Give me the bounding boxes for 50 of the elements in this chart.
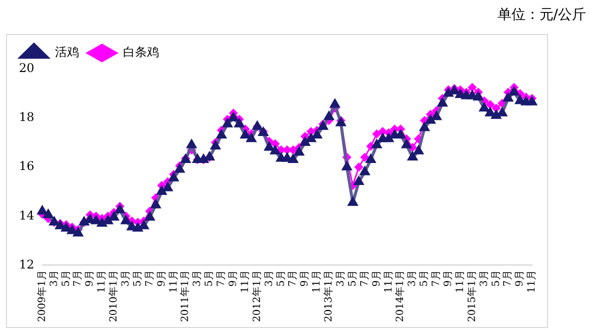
x-tick-label: 9月 [84,270,96,287]
y-tick-label: 16 [18,159,34,174]
x-tick-label: 11月 [168,270,180,293]
x-tick-label: 7月 [216,270,228,287]
x-tick-label: 11月 [96,270,108,293]
x-tick-label: 5月 [347,270,358,287]
x-tick-label: 7月 [72,270,84,287]
x-tick-label: 2015年1月 [466,270,478,322]
x-tick-label: 7月 [359,270,370,287]
legend-label: 白条鸡 [123,45,159,60]
chart-title: 单位：元/公斤 [497,6,586,24]
x-tick-label: 9月 [300,270,311,287]
x-tick-label: 3月 [478,270,490,287]
x-tick-label: 7月 [502,270,514,287]
x-tick-label: 5月 [132,270,144,287]
x-tick-label: 2013年1月 [322,270,335,322]
x-tick-label: 2009年1月 [36,270,48,322]
y-tick-label: 14 [18,208,35,222]
x-tick-label: 9月 [156,270,168,287]
x-tick-label: 2012年1月 [250,270,263,322]
y-tick-label: 18 [18,110,34,124]
legend-label: 活鸡 [55,45,79,60]
x-tick-label: 7月 [144,270,156,287]
x-tick-label: 9月 [442,270,454,287]
x-tick-label: 9月 [228,270,239,287]
x-tick-label: 9月 [371,270,382,287]
x-tick-label: 2010年1月 [108,270,120,322]
x-tick-label: 3月 [120,270,132,287]
x-tick-label: 7月 [288,270,299,287]
y-tick-label: 12 [18,257,34,272]
x-tick-label: 11月 [526,270,538,293]
x-tick-label: 2011年1月 [179,270,192,322]
x-tick-label: 9月 [514,270,526,287]
x-tick-label: 11月 [454,270,466,293]
x-tick-label: 3月 [264,270,275,287]
x-tick-label: 3月 [335,270,346,287]
x-tick-label: 3月 [48,270,60,287]
x-tick-label: 11月 [383,270,394,293]
x-tick-label: 5月 [276,270,287,287]
x-tick-label: 3月 [192,270,204,287]
x-tick-label: 2014年1月 [394,270,406,322]
x-tick-label: 5月 [204,270,216,287]
x-tick-label: 5月 [60,270,72,287]
x-tick-label: 11月 [240,270,251,293]
y-tick-label: 20 [18,61,34,76]
x-tick-label: 5月 [490,270,502,287]
x-tick-label: 3月 [407,270,418,287]
x-tick-label: 7月 [431,270,442,287]
x-tick-label: 5月 [419,270,430,287]
x-tick-label: 11月 [312,270,323,293]
